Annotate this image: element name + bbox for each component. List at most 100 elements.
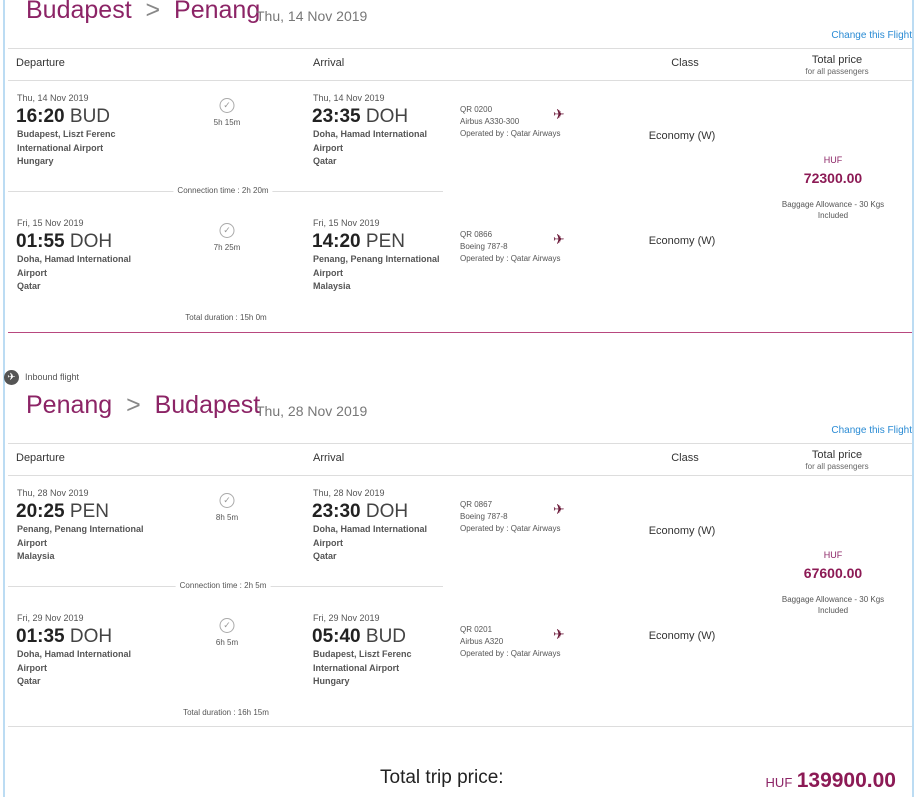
section-divider xyxy=(8,332,912,333)
clock-icon: ✓ xyxy=(219,223,235,238)
operated-by: Operated by : Qatar Airways xyxy=(460,129,561,138)
departure-time: 16:20 BUD xyxy=(16,106,110,128)
departure-date: Thu, 14 Nov 2019 xyxy=(17,93,89,103)
arrival-date: Thu, 14 Nov 2019 xyxy=(313,93,385,103)
total-trip-price-label: Total trip price: xyxy=(380,767,504,788)
destination-city: Penang xyxy=(174,0,261,24)
arrival-airport: Budapest, Liszt Ferenc International Air… xyxy=(313,648,443,689)
flight-info: QR 0201 Airbus A320 Operated by : Qatar Ai… xyxy=(460,624,561,660)
baggage-allowance: Baggage Allowance - 30 Kgs xyxy=(781,200,885,209)
departure-country: Qatar xyxy=(17,281,41,291)
arrival-airport-name: Penang, Penang International Airport xyxy=(313,254,440,278)
departure-airport: Budapest, Liszt Ferenc International Air… xyxy=(17,128,147,169)
total-duration: Total duration : 15h 0m xyxy=(185,313,267,322)
route-date: Thu, 28 Nov 2019 xyxy=(256,403,368,419)
header-departure: Departure xyxy=(16,452,65,464)
flight-number: QR 0201 xyxy=(460,625,493,634)
destination-city: Budapest xyxy=(154,391,261,419)
baggage-allowance: Baggage Allowance - 30 Kgs xyxy=(781,595,885,604)
aircraft: Airbus A320 xyxy=(460,637,504,646)
departure-airport-name: Doha, Hamad International Airport xyxy=(17,649,132,673)
arrival-time-value: 05:40 xyxy=(312,626,361,647)
operated-by: Operated by : Qatar Airways xyxy=(460,524,561,533)
header-class: Class xyxy=(671,452,699,464)
arrival-airport-code: DOH xyxy=(365,106,409,127)
airline-logo-icon: ✈ xyxy=(553,231,565,247)
arrival-date: Fri, 29 Nov 2019 xyxy=(313,613,380,623)
change-flight-link[interactable]: Change this Flight xyxy=(831,425,912,436)
arrival-time: 05:40 BUD xyxy=(312,626,406,648)
bound-price: 72300.00 xyxy=(803,170,863,186)
departure-airport-code: DOH xyxy=(69,626,113,647)
clock-icon: ✓ xyxy=(219,98,235,113)
flight-duration: 5h 15m xyxy=(213,118,241,127)
header-arrival: Arrival xyxy=(313,452,345,464)
header-total-price: Total price xyxy=(811,449,863,461)
clock-icon: ✓ xyxy=(219,493,235,508)
change-flight-link[interactable]: Change this Flight xyxy=(831,30,912,41)
operated-by: Operated by : Qatar Airways xyxy=(460,254,561,263)
flight-number: QR 0200 xyxy=(460,105,493,114)
airline-logo-icon: ✈ xyxy=(553,626,565,642)
departure-time-value: 01:35 xyxy=(16,626,65,647)
departure-time: 20:25 PEN xyxy=(16,501,109,523)
arrival-airport: Penang, Penang International Airport Mala… xyxy=(313,253,443,294)
aircraft: Boeing 787-8 xyxy=(460,512,508,521)
total-value: 139900.00 xyxy=(796,769,896,792)
connection-time: Connection time : 2h 5m xyxy=(175,581,271,590)
arrival-airport-code: DOH xyxy=(365,501,409,522)
header-arrival: Arrival xyxy=(313,57,345,69)
departure-date: Fri, 29 Nov 2019 xyxy=(17,613,84,623)
section-divider xyxy=(8,726,912,727)
frame-right-border xyxy=(912,0,914,797)
flight-info: QR 0867 Boeing 787-8 Operated by : Qatar A… xyxy=(460,499,561,535)
departure-date: Thu, 28 Nov 2019 xyxy=(17,488,89,498)
arrival-airport-name: Doha, Hamad International Airport xyxy=(313,524,428,548)
route-title: Penang > Budapest xyxy=(26,391,260,420)
route-date: Thu, 14 Nov 2019 xyxy=(256,8,368,24)
departure-airport: Doha, Hamad International Airport Qatar xyxy=(17,253,147,294)
route-title: Budapest > Penang xyxy=(26,0,260,25)
header-total-price-sub: for all passengers xyxy=(805,67,869,76)
departure-time-value: 16:20 xyxy=(16,106,65,127)
frame-left-border xyxy=(3,0,5,797)
departure-airport-name: Doha, Hamad International Airport xyxy=(17,254,132,278)
departure-country: Qatar xyxy=(17,676,41,686)
departure-airport-code: DOH xyxy=(69,231,113,252)
header-class: Class xyxy=(671,57,699,69)
aircraft: Airbus A330-300 xyxy=(460,117,520,126)
arrival-time: 14:20 PEN xyxy=(312,231,405,253)
total-duration: Total duration : 16h 15m xyxy=(183,708,269,717)
airline-logo-icon: ✈ xyxy=(553,501,565,517)
arrival-date: Thu, 28 Nov 2019 xyxy=(313,488,385,498)
arrival-time-value: 23:35 xyxy=(312,106,361,127)
departure-airport-name: Penang, Penang International Airport xyxy=(17,524,144,548)
header-total-price-sub: for all passengers xyxy=(805,462,869,471)
flight-duration: 6h 5m xyxy=(215,638,239,647)
header-departure: Departure xyxy=(16,57,65,69)
arrival-time: 23:35 DOH xyxy=(312,106,408,128)
arrival-time-value: 14:20 xyxy=(312,231,361,252)
flight-bound-section: Budapest > Penang Thu, 14 Nov 2019 Change … xyxy=(0,0,920,395)
departure-airport: Doha, Hamad International Airport Qatar xyxy=(17,648,147,689)
total-trip-price: HUF 139900.00 xyxy=(766,769,896,793)
arrival-airport-code: PEN xyxy=(365,231,405,252)
total-currency: HUF xyxy=(765,775,793,790)
origin-city: Budapest xyxy=(26,0,132,24)
departure-airport-code: BUD xyxy=(69,106,111,127)
departure-airport-code: PEN xyxy=(69,501,109,522)
aircraft: Boeing 787-8 xyxy=(460,242,508,251)
baggage-included: Included xyxy=(817,211,849,220)
inbound-flight-label: Inbound flight xyxy=(25,372,80,382)
arrival-airport-code: BUD xyxy=(365,626,407,647)
arrival-date: Fri, 15 Nov 2019 xyxy=(313,218,380,228)
bound-price: 67600.00 xyxy=(803,565,863,581)
flight-info: QR 0866 Boeing 787-8 Operated by : Qatar A… xyxy=(460,229,561,265)
route-arrow: > xyxy=(112,391,155,419)
inbound-plane-icon: ✈ xyxy=(4,370,19,385)
departure-country: Malaysia xyxy=(17,551,55,561)
departure-airport-name: Budapest, Liszt Ferenc International Air… xyxy=(17,129,116,153)
connection-time: Connection time : 2h 20m xyxy=(173,186,273,195)
departure-date: Fri, 15 Nov 2019 xyxy=(17,218,84,228)
arrival-country: Qatar xyxy=(313,156,337,166)
